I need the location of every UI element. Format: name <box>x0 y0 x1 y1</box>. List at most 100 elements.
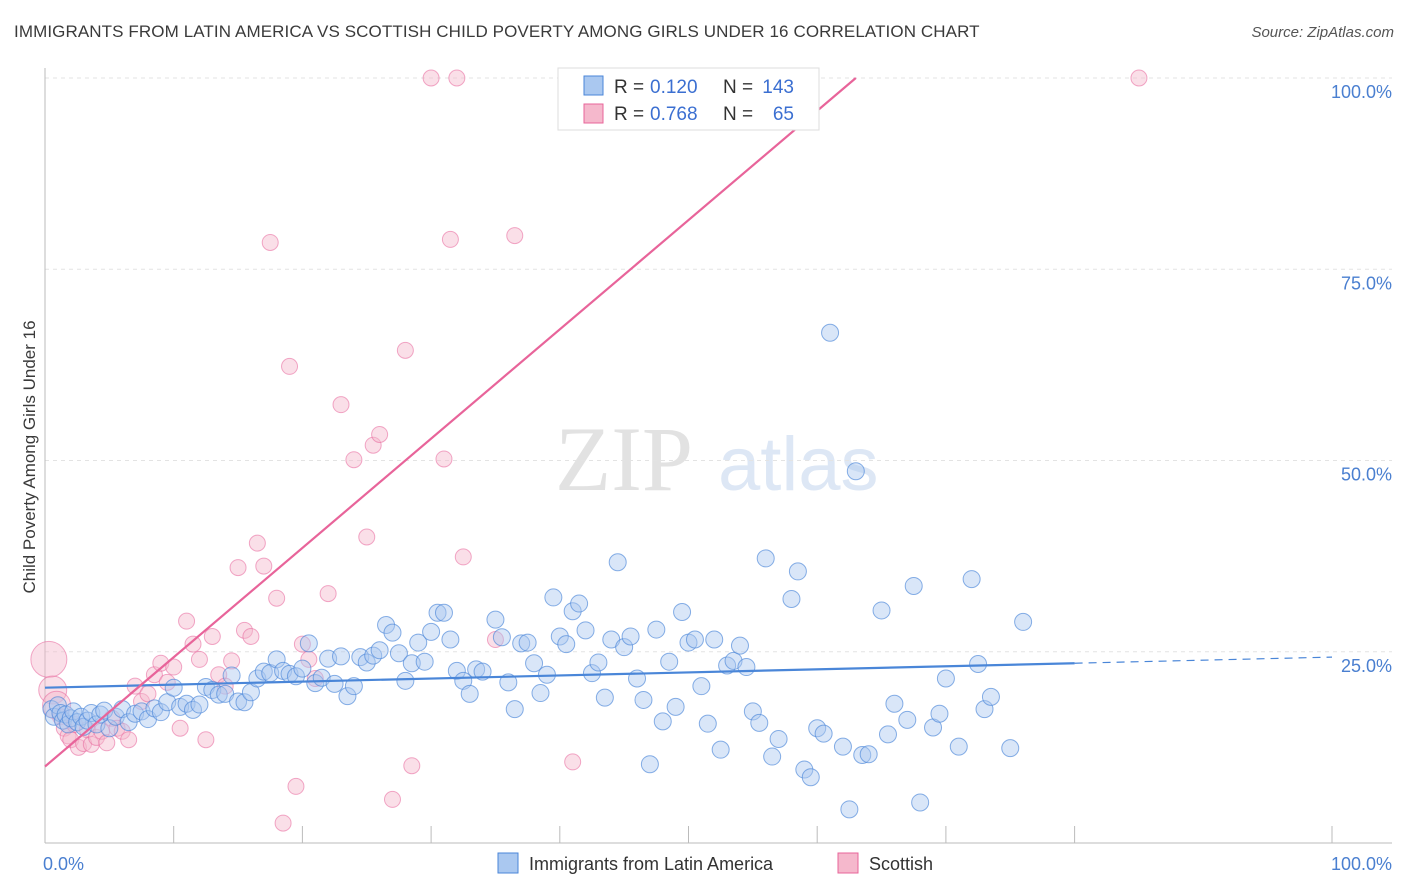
latin-america-point <box>229 692 248 711</box>
x-tick-label: 0.0% <box>43 854 84 874</box>
latin-america-point <box>769 729 788 748</box>
legend-r-value-2: 0.768 <box>650 104 698 125</box>
latin-america-point <box>254 662 273 681</box>
latin-america-point <box>878 725 897 744</box>
legend-r-label-2: R = <box>614 104 644 125</box>
scottish-point <box>506 227 524 245</box>
latin-america-point <box>969 654 988 673</box>
legend-r-label-1: R = <box>614 77 644 98</box>
latin-america-point <box>441 630 460 649</box>
latin-america-point <box>962 570 981 589</box>
latin-america-point <box>750 713 769 732</box>
latin-america-point <box>840 800 859 819</box>
latin-america-point <box>666 697 685 716</box>
scottish-point <box>332 396 350 414</box>
latin-america-point <box>370 641 389 660</box>
scottish-point <box>197 731 215 749</box>
latin-america-point <box>788 562 807 581</box>
latin-america-point <box>795 760 814 779</box>
latin-america-point <box>595 688 614 707</box>
scottish-point <box>242 627 260 645</box>
bottom-legend-swatch-blue <box>497 852 519 874</box>
latin-america-point <box>833 737 852 756</box>
scottish-point <box>422 69 440 87</box>
latin-america-point <box>621 627 640 646</box>
scottish-point <box>448 69 466 87</box>
latin-america-point <box>286 667 305 686</box>
scottish-point <box>255 557 273 575</box>
latin-america-point <box>235 693 254 712</box>
scottish-point <box>268 589 286 607</box>
grid <box>45 77 1392 653</box>
latin-america-point <box>95 701 114 720</box>
latin-america-point <box>685 630 704 649</box>
latin-america-point <box>434 603 453 622</box>
latin-america-point <box>821 323 840 342</box>
scottish-point <box>108 719 126 737</box>
scottish-point <box>178 612 196 630</box>
latin-america-point <box>981 687 1000 706</box>
latin-america-point <box>377 615 396 634</box>
scottish-points <box>30 69 1148 832</box>
latin-america-point <box>447 661 466 680</box>
latin-america-point <box>653 712 672 731</box>
latin-america-point <box>801 768 820 787</box>
latin-america-point <box>582 664 601 683</box>
latin-america-point <box>589 653 608 672</box>
scottish-point <box>371 425 389 443</box>
latin-america-point <box>518 633 537 652</box>
latin-america-point <box>325 674 344 693</box>
chart-source: Source: ZipAtlas.com <box>1251 24 1394 41</box>
scottish-point <box>293 635 311 653</box>
scottish-point <box>229 559 247 577</box>
y-tick-label: 50.0% <box>1341 465 1392 485</box>
latin-america-point <box>512 634 531 653</box>
scottish-point <box>120 731 138 749</box>
y-tick-label: 75.0% <box>1341 273 1392 293</box>
legend-n-value-1: 143 <box>762 77 794 98</box>
latin-america-point <box>904 576 923 595</box>
scottish-point <box>223 652 241 670</box>
scottish-point <box>1130 69 1148 87</box>
latin-america-point <box>209 685 228 704</box>
scottish-point <box>203 627 221 645</box>
latin-america-point <box>402 654 421 673</box>
bottom-legend-swatch-pink <box>837 852 859 874</box>
scottish-point <box>261 233 279 251</box>
latin-america-point <box>415 652 434 671</box>
trend-lines <box>44 77 1333 768</box>
latin-america-point <box>531 684 550 703</box>
latin-america-point <box>499 673 518 692</box>
scottish-point <box>165 658 183 676</box>
latin-america-point <box>718 656 737 675</box>
latin-america-point <box>422 622 441 641</box>
scottish-point <box>281 357 299 375</box>
latin-america-point <box>409 633 428 652</box>
latin-america-point <box>460 684 479 703</box>
latin-america-point <box>332 647 351 666</box>
latin-america-point <box>428 603 447 622</box>
latin-america-point <box>698 714 717 733</box>
latin-america-point <box>608 553 627 572</box>
scottish-point <box>30 640 68 678</box>
scottish-point <box>564 753 582 771</box>
legend-n-label-2: N = <box>723 104 753 125</box>
bottom-legend-label-scottish: Scottish <box>869 854 933 874</box>
scottish-point <box>274 814 292 832</box>
watermark-zip: ZIP <box>555 408 693 510</box>
latin-america-point <box>544 588 563 607</box>
latin-america-point <box>293 659 312 678</box>
stats-legend: R = 0.120 N = 143 R = 0.768 N = 65 <box>557 67 820 131</box>
latin-america-point <box>267 650 286 669</box>
latin-america-point <box>100 719 119 738</box>
scottish-point <box>152 654 170 672</box>
latin-america-point <box>344 677 363 696</box>
scottish-point <box>435 450 453 468</box>
latin-america-point <box>576 621 595 640</box>
latin-america-point <box>711 740 730 759</box>
scottish-point <box>184 635 202 653</box>
latin-america-point <box>936 669 955 688</box>
y-tick-label: 25.0% <box>1341 656 1392 676</box>
scottish-point <box>454 548 472 566</box>
